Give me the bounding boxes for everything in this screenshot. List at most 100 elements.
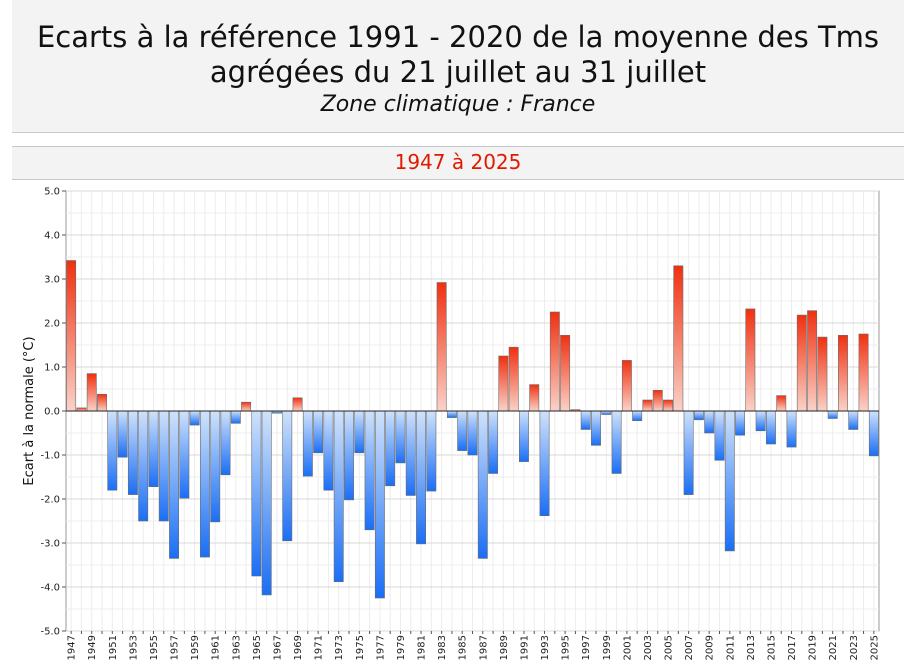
bar-2014 [755, 410, 766, 432]
bar-1962 [220, 410, 231, 476]
x-tick-label: 1995 [561, 635, 572, 660]
x-axis: 1947 1949 1951 1953 1955 1957 1959 1961 1963 1965… [67, 631, 880, 660]
bar-1998 [591, 410, 601, 446]
x-tick-label: 1985 [458, 635, 469, 660]
bar-1999 [601, 410, 612, 415]
period-band: 1947 à 2025 [12, 146, 904, 180]
x-tick-label: 1973 [334, 635, 345, 660]
bar-1982 [426, 410, 437, 492]
bar-2025 [868, 410, 879, 457]
x-tick-label: 1959 [190, 635, 201, 660]
x-tick-label: 1953 [128, 635, 139, 660]
bar-1995 [560, 335, 571, 412]
y-tick-label: -1.0 [40, 451, 60, 462]
bar-1957 [169, 410, 180, 559]
bar-1947 [66, 260, 77, 412]
x-tick-label: 2001 [622, 635, 633, 660]
x-tick-label: 1999 [602, 635, 613, 660]
bar-2011 [724, 410, 735, 552]
bar-2008 [693, 410, 704, 421]
x-tick-label: 1957 [170, 635, 181, 660]
bar-1956 [158, 410, 169, 522]
y-tick-label: 0.0 [44, 407, 60, 418]
bar-1983 [436, 282, 447, 412]
x-tick-label: 1967 [272, 635, 283, 660]
x-tick-label: 2017 [787, 635, 798, 660]
bar-2017 [786, 410, 797, 448]
bar-2004 [652, 390, 663, 412]
y-tick-label: -5.0 [40, 627, 60, 638]
y-axis-label: Ecart à la normale (°C) [22, 336, 37, 485]
bar-1974 [344, 410, 354, 501]
chart-header: Ecarts à la référence 1991 - 2020 de la … [12, 0, 904, 133]
x-tick-label: 2013 [746, 635, 757, 660]
bar-1966 [261, 410, 272, 596]
x-tick-label: 1969 [293, 635, 304, 660]
bar-1993 [539, 410, 550, 517]
bar-2015 [765, 410, 776, 445]
bar-1987 [477, 410, 488, 559]
bar-1981 [416, 410, 426, 545]
bar-1989 [498, 355, 509, 412]
bar-2012 [735, 410, 746, 436]
x-tick-label: 1983 [437, 635, 448, 660]
x-tick-label: 1997 [581, 635, 592, 660]
y-tick-label: 4.0 [44, 231, 60, 242]
bar-2003 [642, 399, 653, 412]
bar-2022 [838, 335, 848, 412]
x-tick-label: 2011 [725, 635, 736, 660]
y-tick-label: -2.0 [40, 495, 60, 506]
x-tick-label: 2009 [705, 635, 716, 660]
bar-1997 [580, 410, 591, 430]
chart-subtitle: Zone climatique : France [320, 92, 596, 117]
y-tick-label: 5.0 [44, 187, 60, 198]
bar-2019 [807, 310, 818, 412]
x-tick-label: 1979 [396, 635, 407, 660]
x-tick-label: 1961 [211, 635, 222, 660]
bar-1950 [97, 393, 107, 412]
bar-1975 [354, 410, 365, 454]
bar-1968 [282, 410, 293, 542]
bar-1973 [333, 410, 344, 583]
bar-1978 [385, 410, 396, 487]
bar-1985 [457, 410, 468, 451]
bar-2002 [632, 410, 643, 421]
x-tick-label: 1965 [252, 635, 263, 660]
bar-1958 [179, 410, 190, 499]
x-tick-label: 2021 [828, 635, 839, 660]
bar-1949 [86, 373, 97, 412]
bar-1991 [519, 410, 529, 462]
x-tick-label: 1977 [375, 635, 386, 660]
bar-1984 [446, 410, 457, 418]
bar-2020 [817, 336, 828, 412]
x-tick-label: 2023 [849, 635, 860, 660]
x-tick-label: 2019 [808, 635, 819, 660]
bar-1988 [488, 410, 499, 474]
bar-1952 [117, 410, 128, 458]
bar-1980 [405, 410, 416, 496]
bar-2013 [745, 308, 756, 412]
bar-1955 [148, 410, 159, 487]
x-tick-label: 2015 [766, 635, 777, 660]
bar-1965 [251, 410, 262, 577]
bar-2021 [827, 410, 838, 419]
bar-1977 [374, 410, 385, 599]
bar-2005 [663, 399, 673, 412]
x-tick-label: 2025 [869, 635, 880, 660]
x-tick-label: 1981 [417, 635, 428, 660]
x-tick-label: 2005 [664, 635, 675, 660]
bar-2016 [776, 395, 787, 412]
bar-1953 [127, 410, 138, 495]
x-tick-label: 1993 [540, 635, 551, 660]
bar-1970 [302, 410, 313, 477]
x-tick-label: 1949 [87, 635, 98, 660]
bar-2010 [714, 410, 725, 461]
bar-1994 [549, 311, 560, 412]
x-tick-label: 1963 [231, 635, 242, 660]
bar-1963 [230, 410, 241, 424]
bar-2023 [848, 410, 859, 430]
x-tick-label: 2007 [684, 635, 695, 660]
bar-1976 [364, 410, 375, 531]
bar-2009 [704, 410, 715, 434]
